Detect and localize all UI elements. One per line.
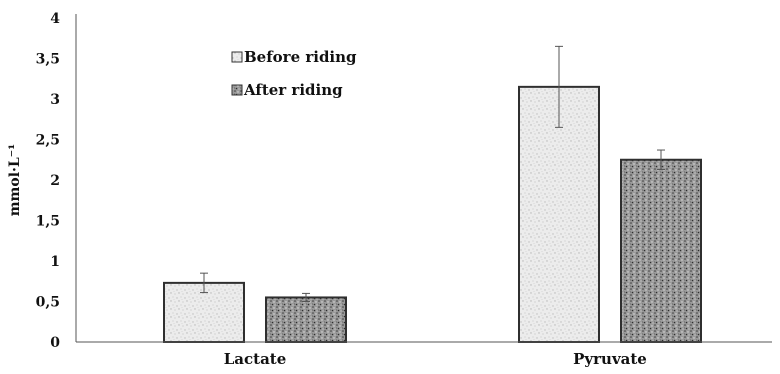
y-tick-label: 1 [50,254,60,270]
y-tick-label: 2,5 [36,133,60,149]
y-tick-label: 1,5 [36,214,60,230]
bar-pyruvate-after [620,158,702,343]
legend-label-after: After riding [243,81,343,99]
bar-lactate-after [265,296,347,344]
y-axis-ticks: 0 0,5 1 1,5 2 2,5 3 3,5 4 [36,11,61,351]
y-axis-label: mmol·L⁻¹ [7,144,23,217]
x-axis-labels: Lactate Pyruvate [224,350,647,368]
y-tick-label: 3 [50,92,60,108]
x-category-label: Pyruvate [573,350,647,368]
legend-swatch-after [231,84,243,96]
y-tick-label: 4 [50,11,60,27]
y-tick-label: 2 [50,173,60,189]
legend-label-before: Before riding [244,48,357,66]
legend: Before riding After riding [231,48,357,99]
y-tick-label: 0 [50,335,60,351]
bars-group [163,85,702,344]
y-tick-label: 0,5 [36,295,60,311]
legend-swatch-before [231,51,243,63]
bar-pyruvate-before [518,85,600,343]
y-tick-label: 3,5 [36,52,60,68]
x-category-label: Lactate [224,350,287,368]
error-bars-group [200,45,665,302]
